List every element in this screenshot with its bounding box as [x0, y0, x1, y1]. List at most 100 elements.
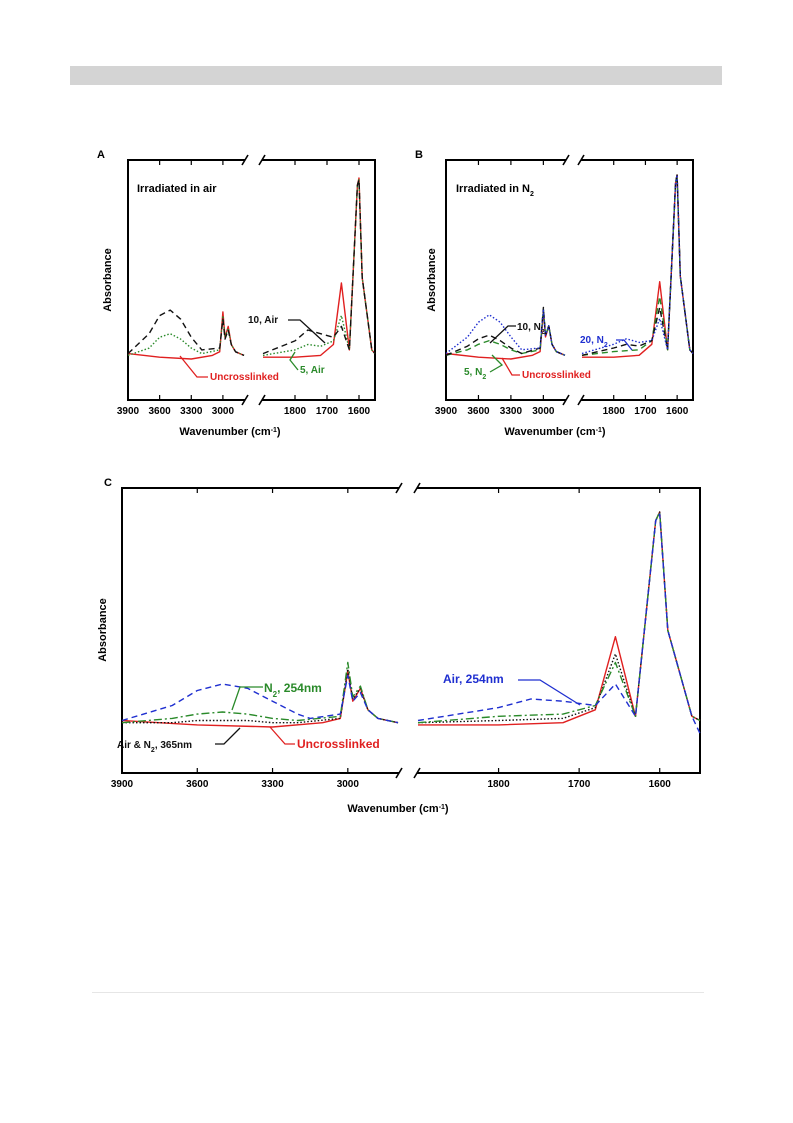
- series-line-c-0-right: [418, 511, 701, 726]
- annotation-uncrosslinked-b: Uncrosslinked: [522, 370, 591, 381]
- axis-break-mark-a-1b: [258, 394, 266, 406]
- series-line-b-1-left: [445, 308, 566, 356]
- plot-frame-a: [127, 159, 376, 401]
- axis-break-mark-b-0b: [577, 154, 585, 166]
- axis-break-mask-b-0: [566, 156, 581, 164]
- annotation-n2-254nm: N2, 254nm: [264, 681, 322, 699]
- panel-b-letter: B: [415, 149, 423, 161]
- axis-break-mask-b-1: [566, 396, 581, 404]
- x-tick-label-a-2: 3300: [180, 406, 203, 417]
- annotation-5-air: 5, Air: [300, 365, 325, 376]
- series-line-b-0-left: [445, 310, 566, 360]
- x-tick-label-b-5: 1700: [634, 406, 657, 417]
- series-line-b-3-right: [581, 174, 694, 355]
- axis-break-mark-c-0a: [395, 482, 403, 494]
- leader-air-n2-365nm: [215, 727, 241, 745]
- series-line-b-1-right: [581, 174, 694, 356]
- x-tick-label-c-5: 1700: [568, 779, 591, 790]
- x-tick-label-c-6: 1600: [649, 779, 672, 790]
- leader-n2-254nm: [231, 686, 263, 711]
- panel-b-title: Irradiated in N2: [456, 183, 534, 198]
- annotation-air-254nm: Air, 254nm: [443, 672, 504, 686]
- leader-5-air: [289, 351, 299, 371]
- leader-10-air: [288, 319, 326, 344]
- axis-break-mask-c-0: [399, 484, 417, 492]
- leader-5-n2: [489, 354, 504, 373]
- axis-break-mask-c-1: [399, 769, 417, 777]
- annotation-air-n2-365nm: Air & N2, 365nm: [117, 740, 192, 754]
- axis-break-mark-a-0b: [258, 154, 266, 166]
- series-line-a-2-right: [262, 179, 376, 355]
- axis-break-mark-c-1b: [413, 767, 421, 779]
- panel-a: Irradiated in air 10, Air 5, Air Uncross…: [102, 154, 376, 438]
- x-tick-label-b-2: 3300: [500, 406, 523, 417]
- x-tick-label-a-1: 3600: [149, 406, 172, 417]
- axis-break-mark-a-1a: [241, 394, 249, 406]
- x-tick-label-a-5: 1700: [316, 406, 339, 417]
- panel-b-xlabel: Wavenumber (cm-1): [504, 426, 606, 438]
- x-tick-label-b-0: 3900: [435, 406, 458, 417]
- panel-c-letter: C: [104, 477, 112, 489]
- footer-divider: [92, 992, 704, 993]
- header-bar: [70, 66, 722, 85]
- panel-c-ylabel: Absorbance: [97, 598, 109, 662]
- series-line-b-2-right: [581, 174, 694, 356]
- series-line-c-1-right: [417, 511, 701, 724]
- leader-uncrosslinked-b: [501, 357, 520, 376]
- series-line-c-2-right: [417, 511, 701, 724]
- axis-break-mark-c-1a: [395, 767, 403, 779]
- x-tick-label-c-1: 3600: [186, 779, 209, 790]
- panel-a-letter: A: [97, 149, 105, 161]
- x-tick-label-b-1: 3600: [467, 406, 490, 417]
- axis-break-mask-a-0: [245, 156, 262, 164]
- plot-frame-c: [121, 487, 701, 774]
- panel-a-xlabel: Wavenumber (cm-1): [179, 426, 281, 438]
- axis-break-mark-c-0b: [413, 482, 421, 494]
- leader-20-n2: [616, 339, 633, 351]
- axis-break-mark-b-1a: [562, 394, 570, 406]
- x-tick-label-b-3: 3000: [532, 406, 555, 417]
- axis-break-mark-b-0a: [562, 154, 570, 166]
- series-line-a-1-left: [127, 314, 245, 357]
- x-tick-label-b-4: 1800: [603, 406, 626, 417]
- axis-break-mark-a-0a: [241, 154, 249, 166]
- panel-b-ylabel: Absorbance: [426, 248, 438, 312]
- x-tick-label-c-0: 3900: [111, 779, 134, 790]
- series-line-c-0-left: [121, 670, 399, 728]
- series-line-b-3-left: [445, 308, 566, 356]
- annotation-20-n2: 20, N2: [580, 335, 608, 349]
- x-tick-label-c-4: 1800: [487, 779, 510, 790]
- annotation-5-n2: 5, N2: [464, 367, 486, 381]
- panel-b: Irradiated in N2 10, N2 20, N2 5, N2 Unc…: [426, 154, 694, 438]
- leader-uncrosslinked-a: [179, 355, 208, 378]
- annotation-uncrosslinked-c: Uncrosslinked: [297, 737, 380, 751]
- axis-break-mark-b-1b: [577, 394, 585, 406]
- x-tick-label-a-0: 3900: [117, 406, 140, 417]
- x-tick-label-a-4: 1800: [284, 406, 307, 417]
- series-line-a-2-left: [127, 309, 245, 357]
- plot-frame-b: [445, 159, 694, 401]
- series-line-c-3-right: [417, 513, 701, 734]
- series-line-a-0-right: [263, 177, 376, 358]
- panel-a-ylabel: Absorbance: [102, 248, 114, 312]
- x-tick-label-a-6: 1600: [348, 406, 371, 417]
- annotation-10-air: 10, Air: [248, 315, 278, 326]
- series-line-a-1-right: [262, 179, 376, 357]
- x-tick-label-a-3: 3000: [212, 406, 235, 417]
- leader-10-n2: [489, 325, 516, 344]
- axis-break-mask-a-1: [245, 396, 262, 404]
- annotation-uncrosslinked-a: Uncrosslinked: [210, 372, 279, 383]
- series-line-c-3-left: [121, 674, 399, 724]
- annotation-10-n2: 10, N2: [517, 322, 545, 336]
- x-tick-label-b-6: 1600: [666, 406, 689, 417]
- series-line-b-2-left: [445, 306, 566, 356]
- panel-a-title: Irradiated in air: [137, 183, 217, 195]
- panel-c: N2, 254nm Air, 254nm Air & N2, 365nm Unc…: [97, 482, 701, 815]
- series-line-c-1-left: [122, 668, 399, 724]
- leader-air-254nm: [518, 679, 581, 706]
- leader-uncrosslinked-c: [269, 726, 295, 745]
- series-line-c-2-left: [121, 661, 399, 724]
- panel-c-xlabel: Wavenumber (cm-1): [347, 803, 449, 815]
- series-line-b-0-right: [582, 174, 694, 358]
